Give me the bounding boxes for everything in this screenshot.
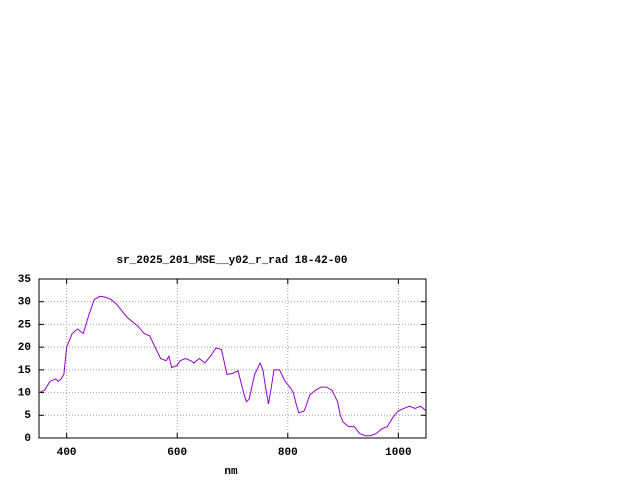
y-tick-label: 25 bbox=[18, 319, 32, 331]
y-tick-label: 5 bbox=[24, 410, 31, 422]
x-tick-label: 400 bbox=[57, 447, 77, 459]
plot-border bbox=[38, 278, 427, 439]
y-tick-label: 20 bbox=[18, 342, 31, 354]
x-tick-label: 800 bbox=[278, 447, 298, 459]
y-tick-label: 0 bbox=[24, 433, 31, 445]
chart-title: sr_2025_201_MSE__y02_r_rad 18-42-00 bbox=[116, 255, 347, 267]
y-tick-label: 35 bbox=[18, 274, 32, 286]
x-axis-label: nm bbox=[224, 466, 238, 478]
y-tick-label: 10 bbox=[18, 387, 31, 399]
x-tick-label: 1000 bbox=[385, 447, 411, 459]
x-tick-label: 600 bbox=[167, 447, 187, 459]
data-line bbox=[38, 295, 427, 437]
y-tick-label: 15 bbox=[18, 365, 32, 377]
y-tick-label: 30 bbox=[18, 297, 31, 309]
